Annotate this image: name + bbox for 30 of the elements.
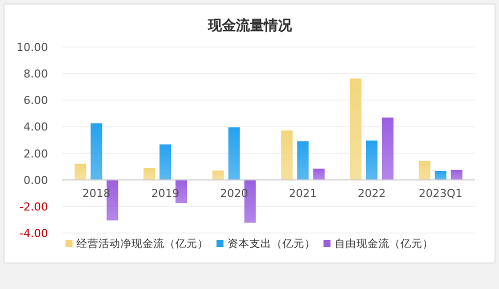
bar [160, 144, 171, 180]
x-tick-label: 2023Q1 [418, 186, 462, 200]
y-tick-label: -4.00 [20, 227, 48, 240]
bar [144, 168, 155, 180]
legend-label: 经营活动净现金流（亿元） [76, 237, 208, 250]
y-tick-label: 4.00 [24, 120, 48, 134]
bar [382, 118, 394, 180]
bar [212, 170, 224, 180]
y-tick-label: 0.00 [24, 174, 48, 187]
legend-label: 资本支出（亿元） [228, 237, 316, 250]
bar [313, 168, 325, 180]
legend-label: 自由现金流（亿元） [334, 237, 434, 250]
chart-title: 现金流量情况 [207, 17, 293, 34]
y-tick-label: 10.00 [16, 41, 48, 54]
y-tick-label: 6.00 [24, 94, 48, 108]
bar [228, 127, 240, 180]
bar [74, 164, 86, 180]
bar [350, 78, 362, 180]
y-tick-label: 8.00 [24, 68, 48, 81]
bar [434, 170, 446, 180]
x-tick-label: 2022 [358, 186, 386, 200]
bar [281, 130, 293, 180]
y-tick-label: -2.00 [20, 200, 48, 214]
bar [450, 170, 462, 180]
bar [90, 123, 102, 180]
y-tick-label: 2.00 [24, 147, 48, 160]
x-tick-label: 2021 [288, 186, 317, 200]
bar [297, 141, 309, 180]
bar [366, 140, 378, 180]
bar [418, 160, 430, 180]
